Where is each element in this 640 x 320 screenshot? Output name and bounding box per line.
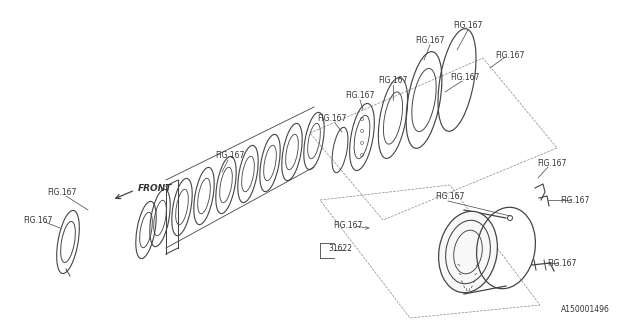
Text: FIG.167: FIG.167 xyxy=(560,196,589,204)
Text: FIG.167: FIG.167 xyxy=(346,91,374,100)
Text: FIG.167: FIG.167 xyxy=(547,259,577,268)
Text: FIG.167: FIG.167 xyxy=(333,220,363,229)
Text: FIG.167: FIG.167 xyxy=(23,215,52,225)
Text: FIG.167: FIG.167 xyxy=(378,76,408,84)
Text: FIG.167: FIG.167 xyxy=(453,20,483,29)
Text: 31622: 31622 xyxy=(328,244,352,252)
Text: FIG.167: FIG.167 xyxy=(538,158,566,167)
Text: FIG.167: FIG.167 xyxy=(451,73,480,82)
Text: FIG.167: FIG.167 xyxy=(215,150,244,159)
Text: FRONT: FRONT xyxy=(138,183,172,193)
Text: FIG.167: FIG.167 xyxy=(415,36,445,44)
Text: FIG.167: FIG.167 xyxy=(47,188,77,196)
Text: FIG.167: FIG.167 xyxy=(317,114,347,123)
Text: A150001496: A150001496 xyxy=(561,306,610,315)
Ellipse shape xyxy=(438,211,497,293)
Text: FIG.167: FIG.167 xyxy=(435,191,465,201)
Text: FIG.167: FIG.167 xyxy=(495,51,525,60)
